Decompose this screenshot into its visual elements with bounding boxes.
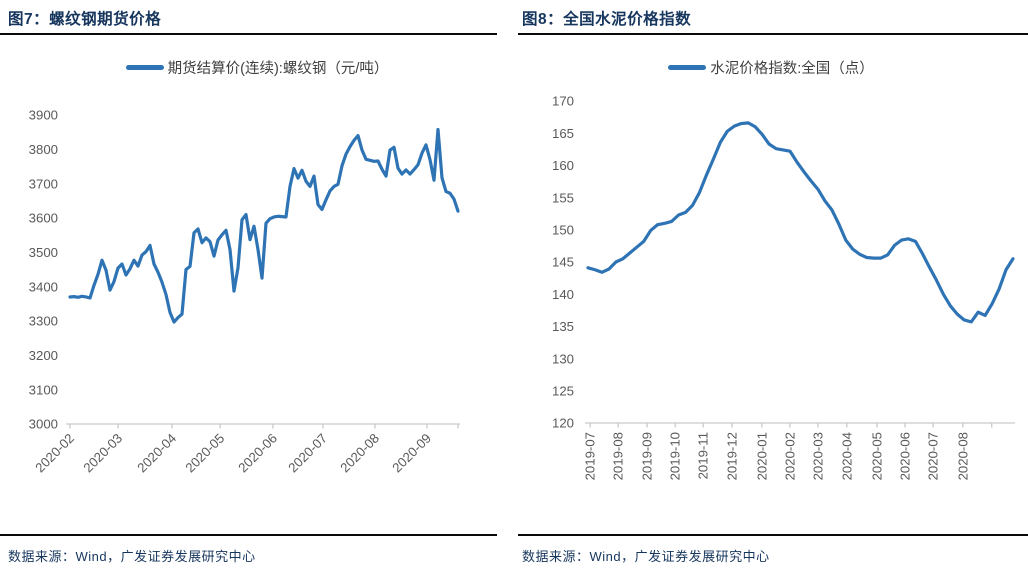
svg-text:2020-06: 2020-06 <box>898 432 913 480</box>
svg-text:140: 140 <box>552 287 574 302</box>
svg-text:2020-03: 2020-03 <box>810 432 825 480</box>
svg-text:2019-08: 2019-08 <box>611 432 626 480</box>
figure-8-footer-divider <box>518 534 1028 536</box>
figure-8-cement-index: 图8：全国水泥价格指数 水泥价格指数:全国（点） 120 125 130 135 140… <box>514 0 1028 583</box>
svg-text:2020-06: 2020-06 <box>235 431 280 476</box>
svg-text:2019-11: 2019-11 <box>696 432 711 479</box>
svg-text:170: 170 <box>552 94 574 109</box>
svg-text:2020-07: 2020-07 <box>926 432 941 480</box>
svg-text:3900: 3900 <box>29 108 58 123</box>
svg-text:3000: 3000 <box>29 417 58 432</box>
legend-line-marker <box>125 65 164 70</box>
figure-7-title-divider <box>0 33 497 35</box>
svg-text:145: 145 <box>552 255 574 270</box>
svg-text:135: 135 <box>552 319 574 334</box>
svg-text:3300: 3300 <box>29 314 58 329</box>
svg-text:3200: 3200 <box>29 348 58 363</box>
svg-text:2020-09: 2020-09 <box>389 431 434 476</box>
figure-7-footer-divider <box>0 534 497 536</box>
svg-text:2020-05: 2020-05 <box>870 432 885 480</box>
svg-text:2019-12: 2019-12 <box>725 432 740 480</box>
figure-8-legend: 水泥价格指数:全国（点） <box>514 57 1028 78</box>
svg-text:2020-02: 2020-02 <box>782 432 797 480</box>
svg-text:2019-10: 2019-10 <box>668 432 683 480</box>
svg-text:2020-07: 2020-07 <box>285 431 330 476</box>
figure-8-title-divider <box>518 33 1028 35</box>
legend-label: 水泥价格指数:全国（点） <box>710 61 874 77</box>
figure-7-rebar-futures: 图7：螺纹钢期货价格 期货结算价(连续):螺纹钢（元/吨） 3000 3100 32… <box>0 11 514 564</box>
figure-7-source: 数据来源：Wind，广发证券发展研究中心 <box>8 549 256 564</box>
legend-line-marker <box>668 65 707 70</box>
svg-text:2019-09: 2019-09 <box>640 432 655 480</box>
svg-text:2020-03: 2020-03 <box>80 431 125 476</box>
svg-text:120: 120 <box>552 416 574 431</box>
svg-text:125: 125 <box>552 384 574 399</box>
svg-text:3700: 3700 <box>29 176 58 191</box>
svg-text:3800: 3800 <box>29 142 58 157</box>
svg-text:165: 165 <box>552 126 574 141</box>
figure-7-legend: 期货结算价(连续):螺纹钢（元/吨） <box>0 57 514 78</box>
svg-text:160: 160 <box>552 158 574 173</box>
figure-7-line-chart: 3000 3100 3200 3300 3400 3500 3600 3700 3800 3900… <box>29 108 460 476</box>
svg-text:155: 155 <box>552 190 574 205</box>
svg-text:2020-01: 2020-01 <box>754 432 769 480</box>
svg-text:2020-04: 2020-04 <box>134 431 179 476</box>
figure-7-title: 图7：螺纹钢期货价格 <box>8 11 162 28</box>
svg-text:2020-08: 2020-08 <box>955 432 970 480</box>
figure-8-line-chart: 120 125 130 135 140 145 150 155 160 165 170 2019-07… <box>552 94 1015 480</box>
svg-text:150: 150 <box>552 223 574 238</box>
svg-text:2020-02: 2020-02 <box>32 431 77 476</box>
figure-8-source: 数据来源：Wind，广发证券发展研究中心 <box>522 549 770 564</box>
svg-text:2019-07: 2019-07 <box>583 432 598 480</box>
svg-text:3400: 3400 <box>29 279 58 294</box>
svg-text:130: 130 <box>552 351 574 366</box>
svg-text:3500: 3500 <box>29 245 58 260</box>
legend-label: 期货结算价(连续):螺纹钢（元/吨） <box>167 61 389 77</box>
svg-text:2020-08: 2020-08 <box>337 431 382 476</box>
figure-8-title: 图8：全国水泥价格指数 <box>522 11 692 28</box>
svg-text:3600: 3600 <box>29 211 58 226</box>
svg-text:3100: 3100 <box>29 382 58 397</box>
svg-text:2020-04: 2020-04 <box>839 432 854 480</box>
svg-text:2020-05: 2020-05 <box>182 431 227 476</box>
